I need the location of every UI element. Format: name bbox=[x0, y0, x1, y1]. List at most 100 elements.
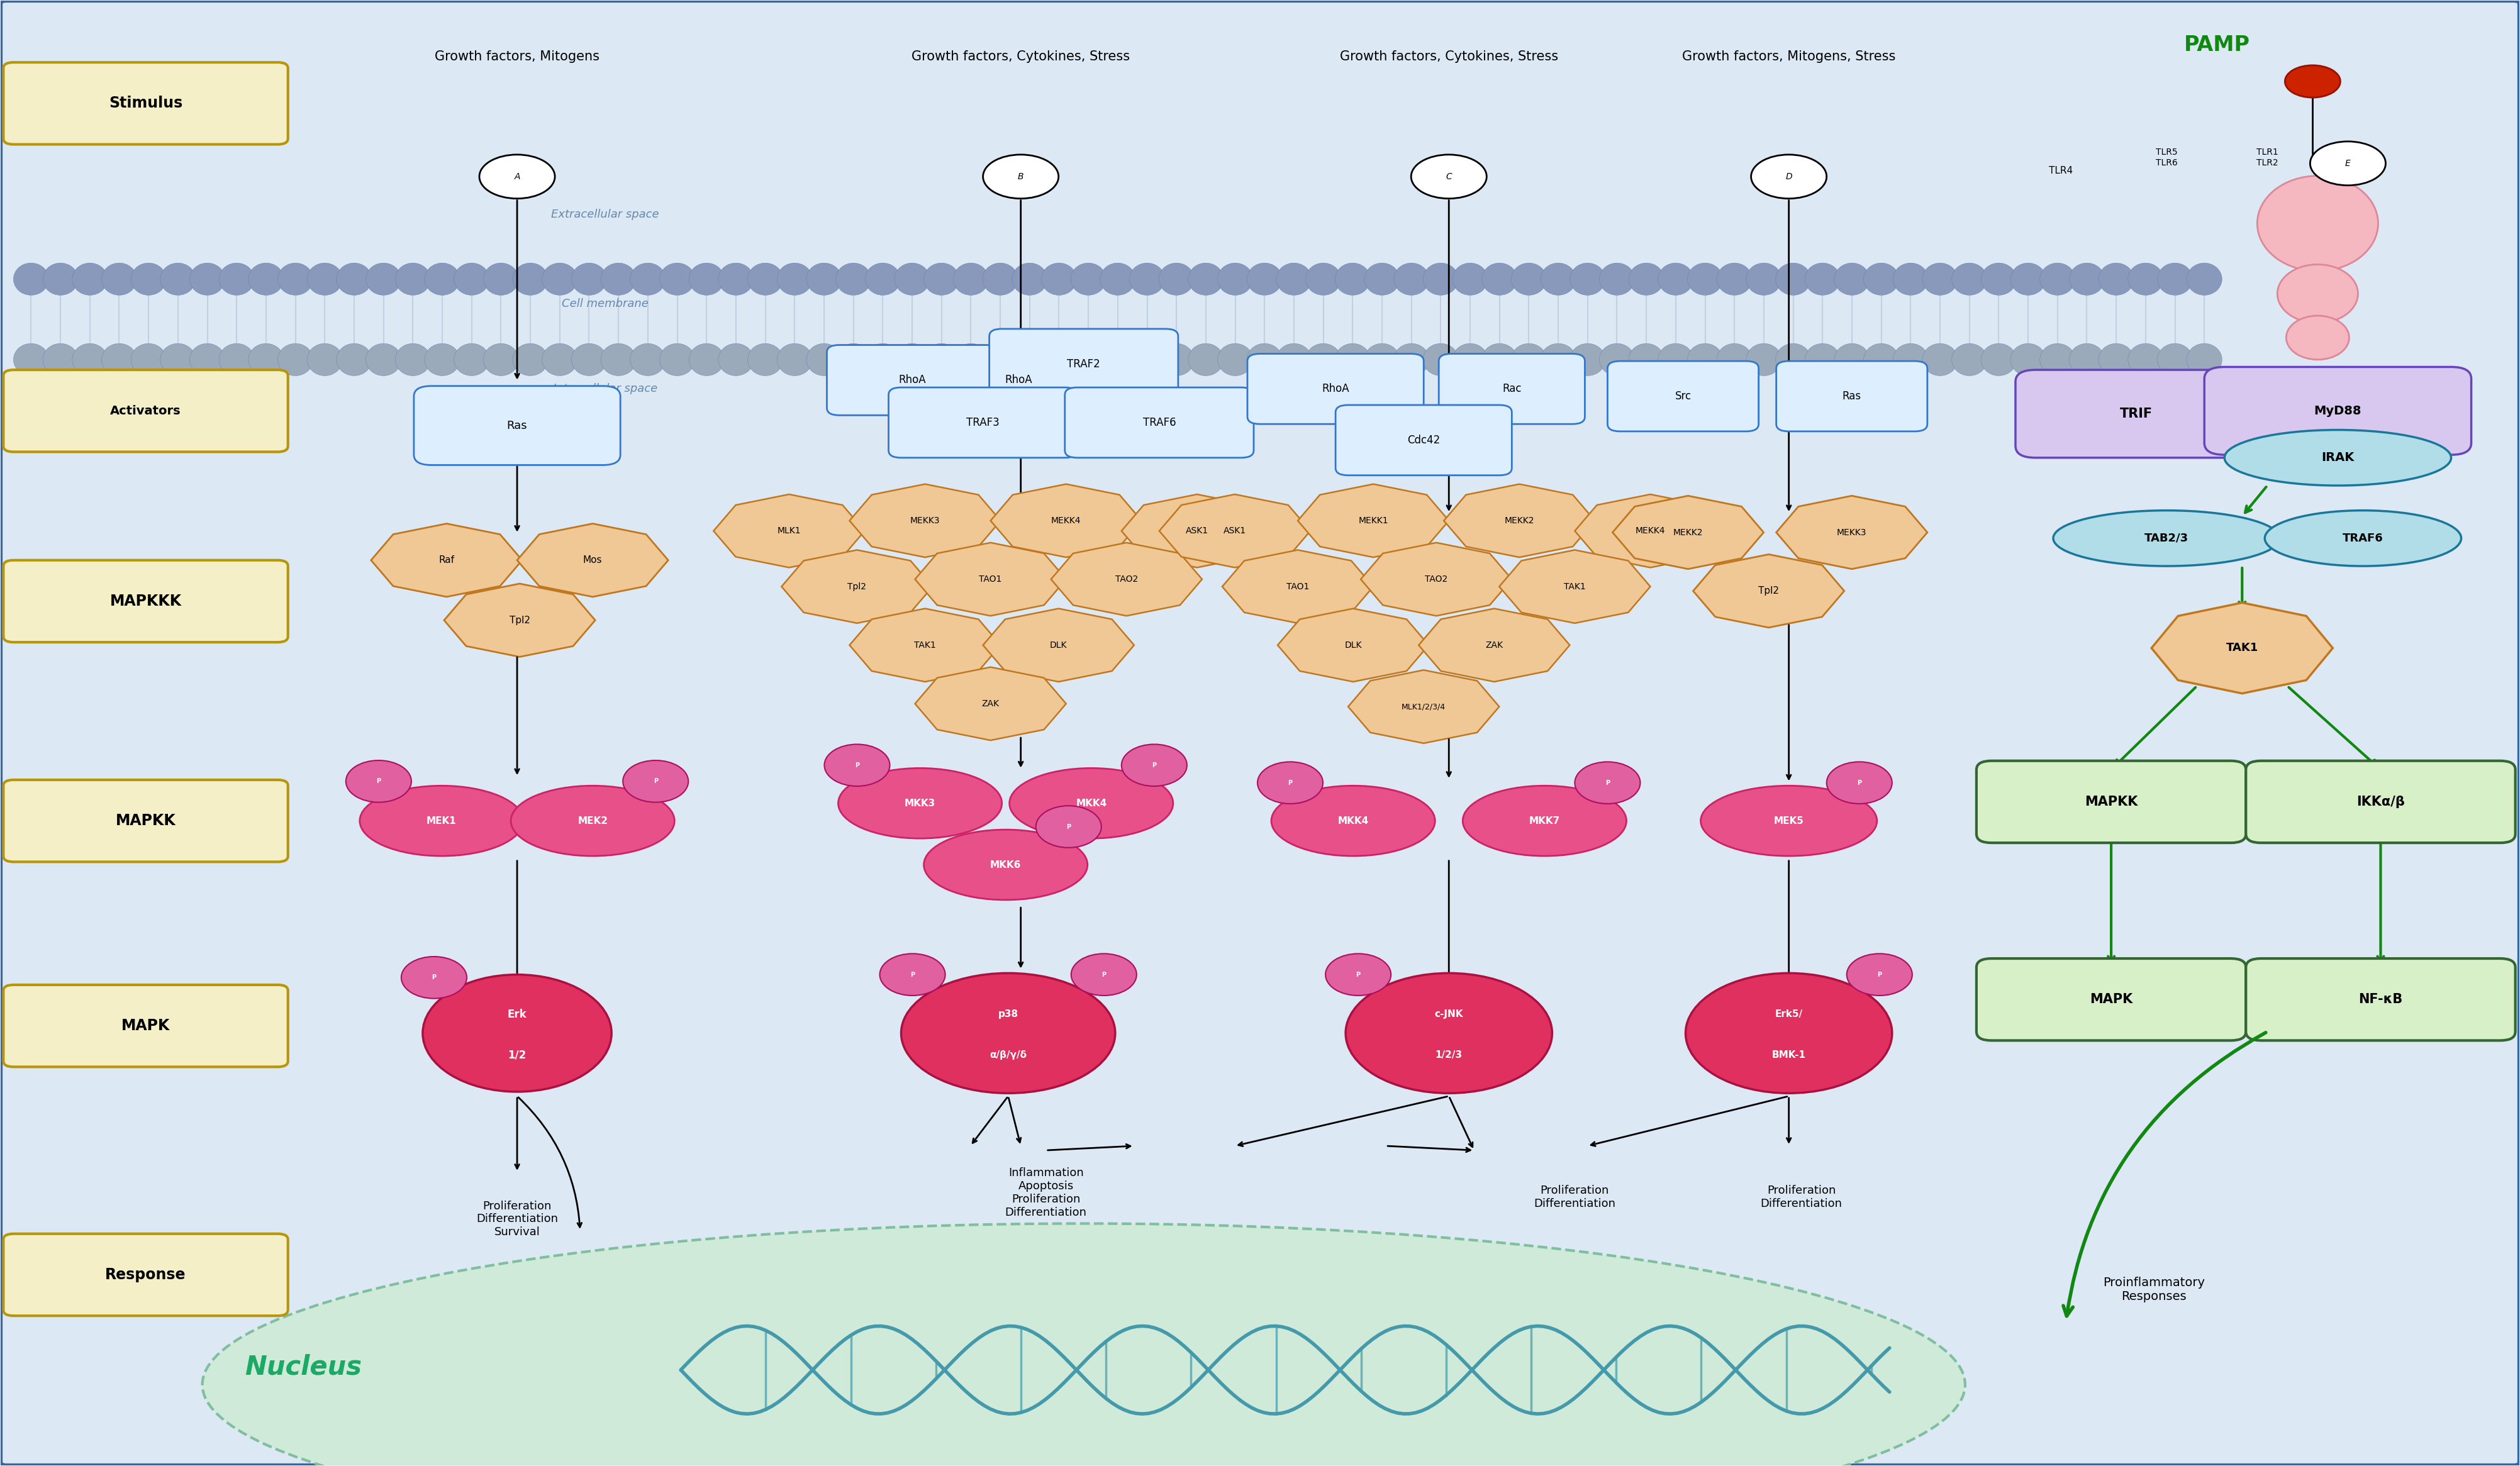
FancyBboxPatch shape bbox=[1976, 761, 2245, 843]
Text: Proliferation
Differentiation
Survival: Proliferation Differentiation Survival bbox=[476, 1201, 557, 1237]
Ellipse shape bbox=[1217, 343, 1252, 375]
Circle shape bbox=[2286, 66, 2341, 98]
Polygon shape bbox=[1419, 608, 1570, 682]
Text: RhoA: RhoA bbox=[1323, 383, 1348, 394]
Text: MEKK1: MEKK1 bbox=[1358, 516, 1389, 525]
Ellipse shape bbox=[1394, 343, 1429, 375]
Ellipse shape bbox=[2039, 343, 2074, 375]
Ellipse shape bbox=[1658, 343, 1693, 375]
Ellipse shape bbox=[2157, 343, 2192, 375]
Ellipse shape bbox=[806, 262, 842, 295]
Text: Growth factors, Mitogens: Growth factors, Mitogens bbox=[436, 50, 600, 63]
Ellipse shape bbox=[43, 343, 78, 375]
Ellipse shape bbox=[1923, 262, 1958, 295]
Text: TRAF6: TRAF6 bbox=[1142, 416, 1177, 428]
Text: RhoA: RhoA bbox=[900, 374, 927, 386]
Text: MKK4: MKK4 bbox=[1076, 799, 1106, 808]
Ellipse shape bbox=[2265, 510, 2462, 566]
Ellipse shape bbox=[2039, 262, 2074, 295]
Polygon shape bbox=[713, 494, 864, 567]
FancyBboxPatch shape bbox=[1608, 361, 1759, 431]
Text: MKK3: MKK3 bbox=[905, 799, 935, 808]
Ellipse shape bbox=[572, 262, 607, 295]
Ellipse shape bbox=[837, 262, 872, 295]
Ellipse shape bbox=[131, 262, 166, 295]
Ellipse shape bbox=[161, 343, 197, 375]
Polygon shape bbox=[1051, 542, 1202, 616]
Text: MEKK3: MEKK3 bbox=[1837, 528, 1867, 537]
Ellipse shape bbox=[1275, 343, 1310, 375]
Ellipse shape bbox=[202, 1224, 1966, 1466]
Ellipse shape bbox=[1540, 262, 1575, 295]
Text: MKK4: MKK4 bbox=[1338, 817, 1368, 825]
Text: MEK5: MEK5 bbox=[1774, 817, 1804, 825]
Text: MEK2: MEK2 bbox=[577, 817, 607, 825]
Polygon shape bbox=[990, 484, 1142, 557]
Ellipse shape bbox=[396, 262, 431, 295]
Text: PAMP: PAMP bbox=[2185, 34, 2250, 56]
FancyBboxPatch shape bbox=[2205, 366, 2472, 454]
Text: E: E bbox=[2346, 158, 2351, 167]
Ellipse shape bbox=[1600, 343, 1635, 375]
Text: P: P bbox=[431, 975, 436, 981]
FancyBboxPatch shape bbox=[1336, 405, 1512, 475]
Ellipse shape bbox=[249, 262, 285, 295]
Text: P: P bbox=[1605, 780, 1610, 786]
Ellipse shape bbox=[1865, 343, 1900, 375]
Text: P: P bbox=[910, 972, 915, 978]
Text: TRAF3: TRAF3 bbox=[965, 416, 1000, 428]
Ellipse shape bbox=[277, 262, 312, 295]
Ellipse shape bbox=[879, 954, 945, 995]
Ellipse shape bbox=[895, 262, 930, 295]
Polygon shape bbox=[1361, 542, 1512, 616]
Ellipse shape bbox=[512, 786, 675, 856]
Text: A: A bbox=[514, 172, 519, 180]
Ellipse shape bbox=[748, 343, 784, 375]
Ellipse shape bbox=[1804, 262, 1840, 295]
Ellipse shape bbox=[338, 343, 373, 375]
Text: Proliferation
Differentiation: Proliferation Differentiation bbox=[1535, 1185, 1615, 1209]
Ellipse shape bbox=[806, 343, 842, 375]
Polygon shape bbox=[2152, 603, 2334, 693]
Ellipse shape bbox=[542, 343, 577, 375]
Ellipse shape bbox=[454, 343, 489, 375]
Ellipse shape bbox=[484, 343, 519, 375]
Text: TRAF6: TRAF6 bbox=[2344, 532, 2384, 544]
Ellipse shape bbox=[360, 786, 524, 856]
Polygon shape bbox=[370, 523, 522, 597]
Polygon shape bbox=[781, 550, 932, 623]
FancyBboxPatch shape bbox=[2245, 959, 2515, 1041]
Ellipse shape bbox=[1159, 262, 1194, 295]
Ellipse shape bbox=[73, 343, 108, 375]
Text: P: P bbox=[375, 778, 381, 784]
Circle shape bbox=[2311, 141, 2386, 185]
Text: MAPKKK: MAPKKK bbox=[111, 594, 181, 608]
Ellipse shape bbox=[542, 262, 577, 295]
Text: P: P bbox=[1101, 972, 1106, 978]
Text: P: P bbox=[1066, 824, 1071, 830]
Ellipse shape bbox=[953, 343, 988, 375]
Ellipse shape bbox=[1482, 343, 1517, 375]
Circle shape bbox=[983, 154, 1058, 198]
Ellipse shape bbox=[1777, 343, 1812, 375]
Ellipse shape bbox=[1189, 262, 1222, 295]
Ellipse shape bbox=[600, 262, 635, 295]
Text: MAPK: MAPK bbox=[2089, 992, 2132, 1006]
Ellipse shape bbox=[1827, 762, 1893, 803]
Polygon shape bbox=[517, 523, 668, 597]
Ellipse shape bbox=[1189, 343, 1222, 375]
Text: Tpl2: Tpl2 bbox=[509, 616, 529, 625]
Ellipse shape bbox=[426, 262, 459, 295]
Ellipse shape bbox=[1336, 343, 1371, 375]
Ellipse shape bbox=[1270, 786, 1434, 856]
Polygon shape bbox=[915, 542, 1066, 616]
Ellipse shape bbox=[630, 262, 665, 295]
Text: D: D bbox=[1787, 172, 1792, 180]
Ellipse shape bbox=[365, 343, 401, 375]
Text: ZAK: ZAK bbox=[983, 699, 1000, 708]
Ellipse shape bbox=[101, 343, 136, 375]
Text: TLR1
TLR2: TLR1 TLR2 bbox=[2255, 148, 2278, 167]
Polygon shape bbox=[849, 484, 1000, 557]
Ellipse shape bbox=[1835, 262, 1870, 295]
Ellipse shape bbox=[688, 262, 723, 295]
